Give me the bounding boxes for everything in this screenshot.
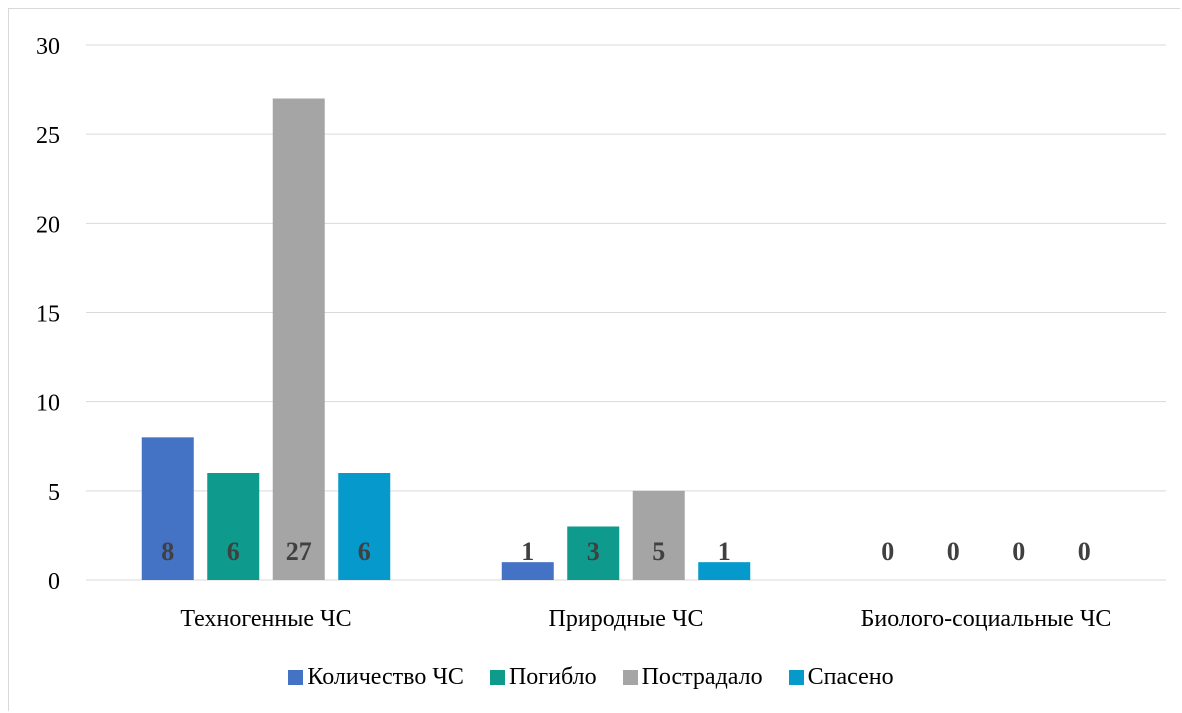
data-label: 3: [587, 537, 600, 566]
legend-item: Погибло: [489, 664, 597, 691]
legend-label: Пострадало: [641, 664, 763, 690]
data-label: 1: [718, 537, 731, 566]
legend-label: Погибло: [508, 664, 597, 690]
bar: [141, 437, 194, 580]
data-label: 0: [1078, 537, 1091, 566]
bar: [632, 490, 685, 580]
data-label: 0: [947, 537, 960, 566]
y-tick-label: 10: [36, 391, 60, 417]
legend-swatch: [788, 670, 804, 685]
bars: [141, 98, 751, 580]
data-label: 5: [652, 537, 665, 566]
data-label: 6: [227, 537, 240, 566]
legend-label: Количество ЧС: [307, 664, 464, 690]
data-label: 8: [161, 537, 174, 566]
legend-item: Количество ЧС: [288, 664, 464, 691]
gridlines: [86, 44, 1166, 581]
category-label: Биолого-социальные ЧС: [861, 606, 1112, 632]
chart-frame: [8, 8, 1180, 711]
data-labels: 8 6 27 6 1 3 5 1 0 0 0 0: [161, 537, 1091, 566]
bar: [338, 473, 391, 580]
y-tick-label: 15: [36, 302, 60, 328]
legend-swatch: [489, 670, 505, 685]
data-label: 27: [286, 537, 312, 566]
legend-swatch: [288, 670, 304, 685]
y-tick-label: 0: [48, 569, 60, 595]
bar: [698, 562, 751, 580]
legend-item: Спасено: [788, 664, 894, 691]
y-tick-label: 5: [48, 480, 60, 506]
bar: [567, 526, 620, 580]
bar: [272, 98, 325, 580]
legend-label: Спасено: [807, 664, 894, 690]
y-axis: 0 5 10 15 20 25 30: [36, 34, 60, 595]
category-label: Природные ЧС: [549, 606, 704, 632]
y-tick-label: 20: [36, 212, 60, 238]
data-label: 6: [358, 537, 371, 566]
legend: Количество ЧС Погибло Пострадало Спасено: [0, 664, 1182, 691]
data-label: 0: [881, 537, 894, 566]
y-tick-label: 25: [36, 123, 60, 149]
bar: [207, 473, 260, 580]
y-tick-label: 30: [36, 34, 60, 60]
bar: [501, 562, 554, 580]
legend-item: Пострадало: [622, 664, 763, 691]
x-axis: Техногенные ЧС Природные ЧС Биолого-социал…: [180, 606, 1111, 632]
category-label: Техногенные ЧС: [180, 606, 351, 632]
legend-swatch: [622, 670, 638, 685]
data-label: 0: [1012, 537, 1025, 566]
data-label: 1: [521, 537, 534, 566]
